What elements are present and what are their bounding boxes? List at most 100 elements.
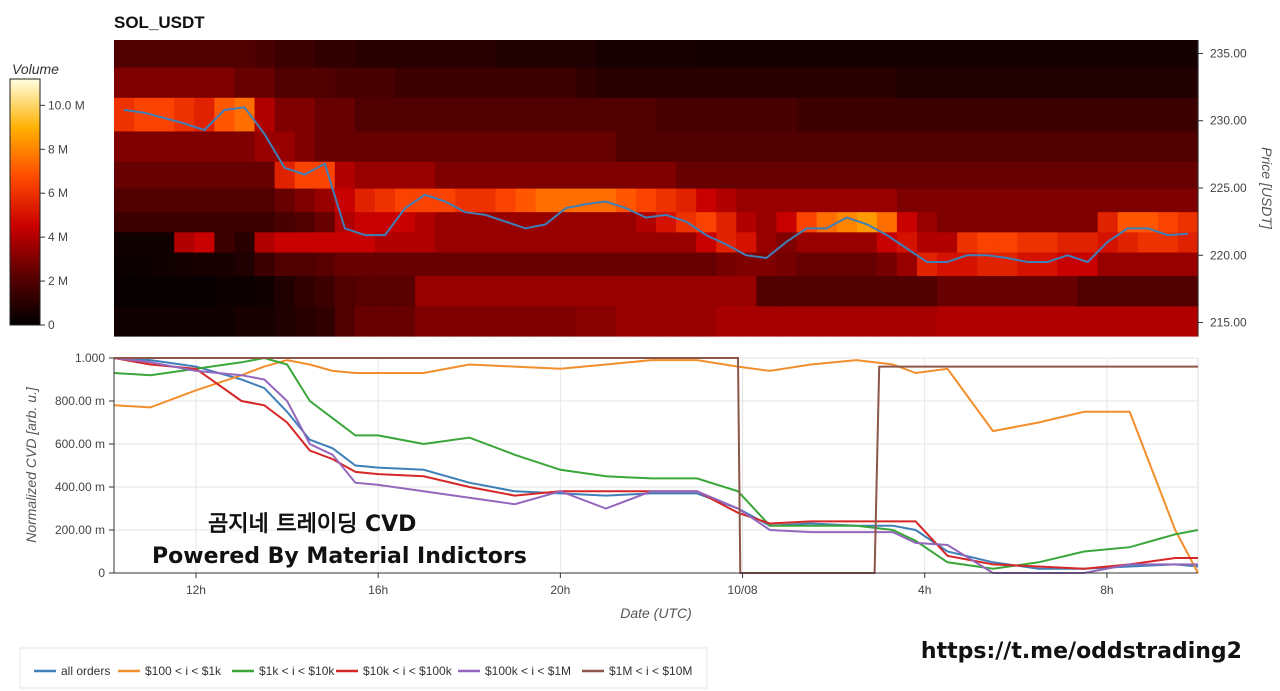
heatmap-cell (535, 231, 557, 253)
heatmap-cell (435, 40, 456, 68)
heatmap-cell (114, 130, 135, 162)
heatmap-cell (1017, 161, 1038, 189)
heatmap-cell (1077, 40, 1099, 68)
heatmap-cell (254, 161, 276, 189)
heatmap-cell (937, 211, 958, 233)
cvd-y-ticks: 0 200.00 m 400.00 m 600.00 m 800.00 m 1.000 (55, 351, 114, 580)
heatmap-cell (656, 161, 677, 189)
heatmap-cell (254, 40, 276, 68)
heatmap-cell (234, 161, 256, 189)
telegram-link[interactable]: https://t.me/oddstrading2 (921, 639, 1242, 664)
heatmap-cell (575, 40, 597, 68)
heatmap-cell (676, 40, 697, 68)
heatmap-cell (374, 275, 396, 307)
heatmap-cell (816, 66, 838, 98)
heatmap-cell (896, 305, 918, 337)
legend-item[interactable]: $100k < i < $1M (458, 664, 571, 678)
heatmap-cell (676, 305, 697, 337)
heatmap-cell (1017, 66, 1038, 98)
price-tick-label: 215.00 (1210, 316, 1247, 330)
heatmap-cell (134, 97, 155, 132)
heatmap-cell (836, 66, 858, 98)
heatmap-cell (1037, 188, 1059, 213)
heatmap-cell (1157, 97, 1179, 132)
heatmap-cell (1037, 305, 1059, 337)
legend-item[interactable]: all orders (34, 664, 110, 678)
heatmap-cell (876, 211, 898, 233)
heatmap-cell (615, 97, 637, 132)
heatmap-cell (977, 66, 998, 98)
heatmap-cell (1097, 251, 1119, 277)
heatmap-cell (896, 161, 918, 189)
heatmap-cell (455, 97, 476, 132)
heatmap-cell (1057, 97, 1079, 132)
heatmap-cell (696, 305, 717, 337)
heatmap-cell (1017, 305, 1038, 337)
heatmap-cell (836, 130, 858, 162)
heatmap-cell (374, 305, 396, 337)
heatmap-cell (555, 275, 577, 307)
heatmap-cell (174, 231, 195, 253)
heatmap-cell (334, 188, 356, 213)
legend-item[interactable]: $10k < i < $100k (336, 664, 453, 678)
heatmap-cell (134, 231, 155, 253)
heatmap-cell (615, 40, 637, 68)
heatmap-cell (435, 305, 456, 337)
heatmap-cell (656, 231, 677, 253)
heatmap-cell (957, 211, 978, 233)
heatmap-cell (134, 130, 155, 162)
heatmap-cell (1157, 231, 1179, 253)
heatmap-cell (435, 188, 456, 213)
heatmap-cell (415, 275, 436, 307)
heatmap-cell (977, 305, 998, 337)
heatmap-cell (696, 130, 717, 162)
heatmap-cell (354, 40, 376, 68)
heatmap-cell (535, 130, 557, 162)
heatmap-cell (1017, 275, 1038, 307)
heatmap-cell (957, 66, 978, 98)
heatmap-cell (1177, 211, 1199, 233)
heatmap-cell (796, 130, 818, 162)
heatmap-cell (415, 66, 436, 98)
heatmap-cell (174, 66, 195, 98)
heatmap-cell (374, 231, 396, 253)
heatmap-cell (214, 275, 236, 307)
heatmap-cell (575, 66, 597, 98)
heatmap-cell (294, 40, 316, 68)
heatmap-cell (1037, 275, 1059, 307)
heatmap-cell (836, 40, 858, 68)
heatmap-cell (756, 275, 778, 307)
heatmap-cell (776, 130, 798, 162)
legend-item[interactable]: $1M < i < $10M (582, 664, 692, 678)
heatmap-cell (174, 251, 195, 277)
heatmap-cell (475, 161, 496, 189)
heatmap-cell (395, 66, 416, 98)
heatmap-cell (836, 188, 858, 213)
heatmap-cell (415, 97, 436, 132)
heatmap-cell (876, 305, 898, 337)
heatmap-cell (154, 130, 175, 162)
legend-item[interactable]: $1k < i < $10k (232, 664, 335, 678)
heatmap-cell (194, 251, 215, 277)
heatmap-cell (876, 66, 898, 98)
heatmap-cell (916, 40, 938, 68)
heatmap-cell (816, 130, 838, 162)
heatmap-cell (495, 275, 517, 307)
heatmap-cell (435, 66, 456, 98)
heatmap-cell (475, 231, 496, 253)
heatmap-cell (174, 275, 195, 307)
heatmap-cell (274, 211, 296, 233)
heatmap-cell (676, 251, 697, 277)
cvd-xlabel: Date (UTC) (620, 605, 692, 621)
legend-label: $1M < i < $10M (609, 664, 692, 678)
heatmap-cell (395, 305, 416, 337)
price-tick-label: 230.00 (1210, 114, 1247, 128)
heatmap-cell (816, 40, 838, 68)
heatmap-cell (916, 188, 938, 213)
heatmap-cell (495, 305, 517, 337)
legend-item[interactable]: $100 < i < $1k (118, 664, 222, 678)
price-line (123, 106, 1189, 264)
heatmap-cell (174, 161, 195, 189)
heatmap-cell (395, 231, 416, 253)
heatmap-cell (896, 97, 918, 132)
